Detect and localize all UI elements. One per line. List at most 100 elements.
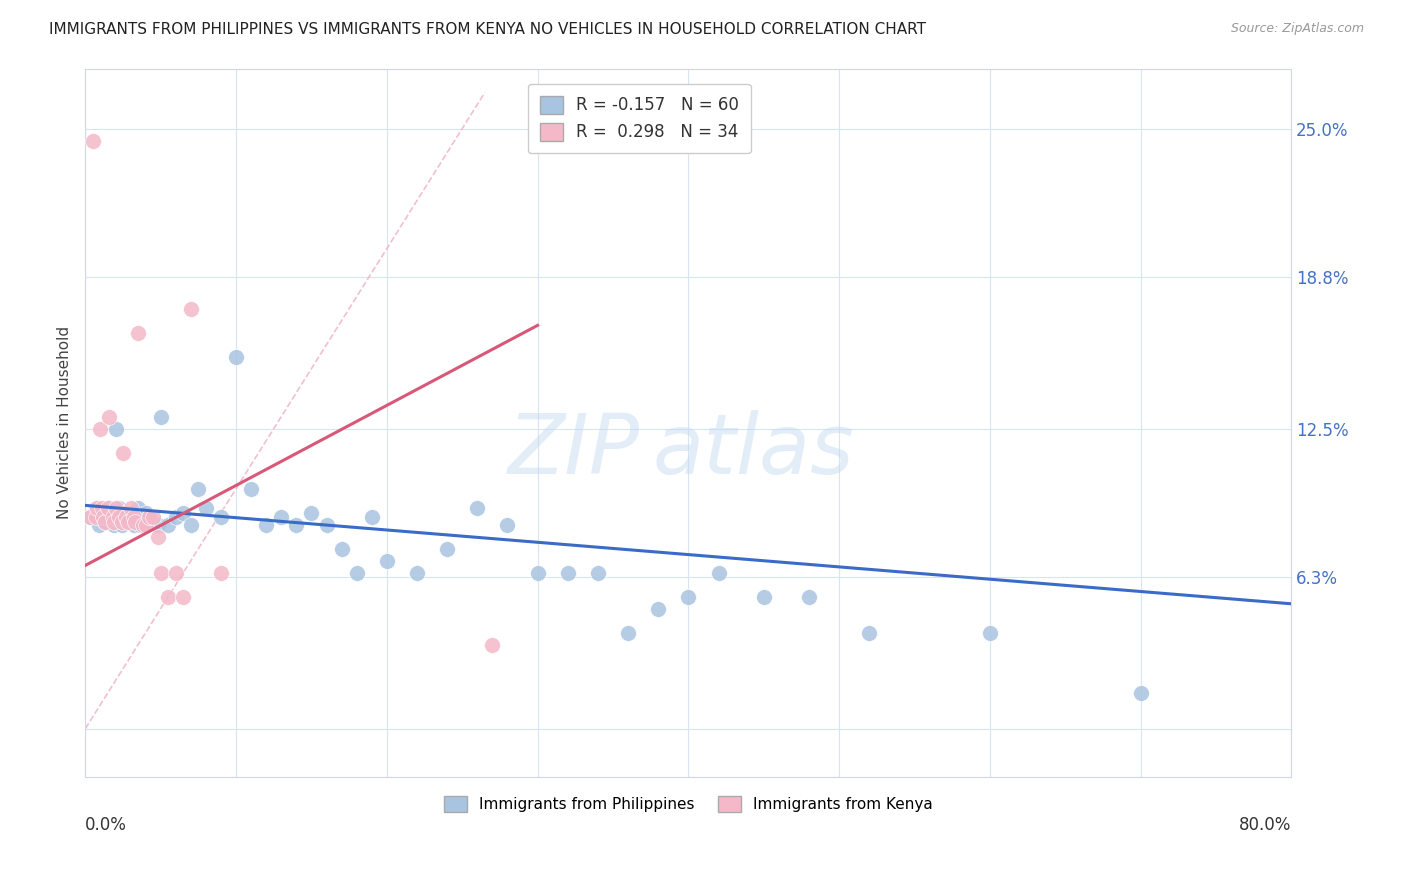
Point	[94, 515, 117, 529]
Point	[84, 500, 107, 515]
Text: IMMIGRANTS FROM PHILIPPINES VS IMMIGRANTS FROM KENYA NO VEHICLES IN HOUSEHOLD CO: IMMIGRANTS FROM PHILIPPINES VS IMMIGRANT…	[49, 22, 927, 37]
Point	[157, 590, 180, 604]
Point	[110, 515, 132, 529]
Point	[180, 517, 202, 532]
Point	[79, 510, 101, 524]
Point	[107, 510, 129, 524]
Point	[110, 517, 132, 532]
Point	[101, 510, 124, 524]
Point	[557, 566, 579, 580]
Point	[165, 566, 187, 580]
Point	[194, 500, 217, 515]
Point	[858, 625, 880, 640]
Point	[315, 517, 337, 532]
Point	[131, 517, 153, 532]
Point	[254, 517, 277, 532]
Point	[157, 517, 180, 532]
Point	[209, 510, 232, 524]
Point	[93, 506, 115, 520]
Point	[86, 500, 108, 515]
Point	[146, 530, 169, 544]
Point	[103, 515, 125, 529]
Point	[301, 506, 323, 520]
Point	[97, 510, 120, 524]
Point	[115, 510, 138, 524]
Point	[101, 506, 124, 520]
Point	[104, 421, 127, 435]
Point	[1129, 685, 1152, 699]
Point	[180, 301, 202, 316]
Point	[104, 500, 127, 515]
Text: Source: ZipAtlas.com: Source: ZipAtlas.com	[1230, 22, 1364, 36]
Point	[647, 601, 669, 615]
Point	[107, 500, 129, 515]
Point	[678, 590, 700, 604]
Point	[187, 482, 209, 496]
Point	[142, 515, 165, 529]
Point	[165, 510, 187, 524]
Point	[142, 510, 165, 524]
Point	[285, 517, 308, 532]
Point	[209, 566, 232, 580]
Point	[124, 515, 146, 529]
Point	[707, 566, 730, 580]
Point	[375, 553, 398, 567]
Point	[149, 409, 172, 424]
Point	[146, 517, 169, 532]
Point	[586, 566, 609, 580]
Point	[127, 326, 149, 340]
Point	[481, 638, 503, 652]
Point	[346, 566, 368, 580]
Point	[797, 590, 820, 604]
Point	[122, 517, 145, 532]
Point	[270, 510, 292, 524]
Point	[84, 510, 107, 524]
Point	[330, 541, 353, 556]
Point	[79, 510, 101, 524]
Point	[149, 566, 172, 580]
Legend: Immigrants from Philippines, Immigrants from Kenya: Immigrants from Philippines, Immigrants …	[439, 789, 939, 819]
Point	[138, 510, 160, 524]
Point	[98, 500, 121, 515]
Point	[122, 510, 145, 524]
Text: 80.0%: 80.0%	[1239, 815, 1291, 833]
Point	[117, 515, 139, 529]
Point	[979, 625, 1001, 640]
Point	[436, 541, 458, 556]
Point	[93, 510, 115, 524]
Point	[124, 510, 146, 524]
Text: ZIP: ZIP	[508, 410, 640, 491]
Point	[127, 500, 149, 515]
Point	[82, 134, 104, 148]
Y-axis label: No Vehicles in Household: No Vehicles in Household	[58, 326, 72, 519]
Point	[225, 350, 247, 364]
Point	[112, 445, 135, 459]
Point	[131, 510, 153, 524]
Point	[128, 517, 150, 532]
Point	[112, 506, 135, 520]
Point	[135, 506, 157, 520]
Point	[172, 506, 194, 520]
Point	[115, 510, 138, 524]
Point	[117, 515, 139, 529]
Point	[360, 510, 382, 524]
Point	[138, 510, 160, 524]
Point	[120, 500, 142, 515]
Point	[120, 506, 142, 520]
Point	[496, 517, 519, 532]
Point	[89, 421, 111, 435]
Point	[91, 500, 114, 515]
Point	[752, 590, 775, 604]
Point	[465, 500, 488, 515]
Point	[98, 409, 121, 424]
Point	[406, 566, 429, 580]
Point	[87, 517, 110, 532]
Point	[103, 517, 125, 532]
Point	[97, 500, 120, 515]
Point	[135, 517, 157, 532]
Point	[94, 515, 117, 529]
Point	[526, 566, 548, 580]
Point	[172, 590, 194, 604]
Text: atlas: atlas	[652, 410, 853, 491]
Point	[240, 482, 263, 496]
